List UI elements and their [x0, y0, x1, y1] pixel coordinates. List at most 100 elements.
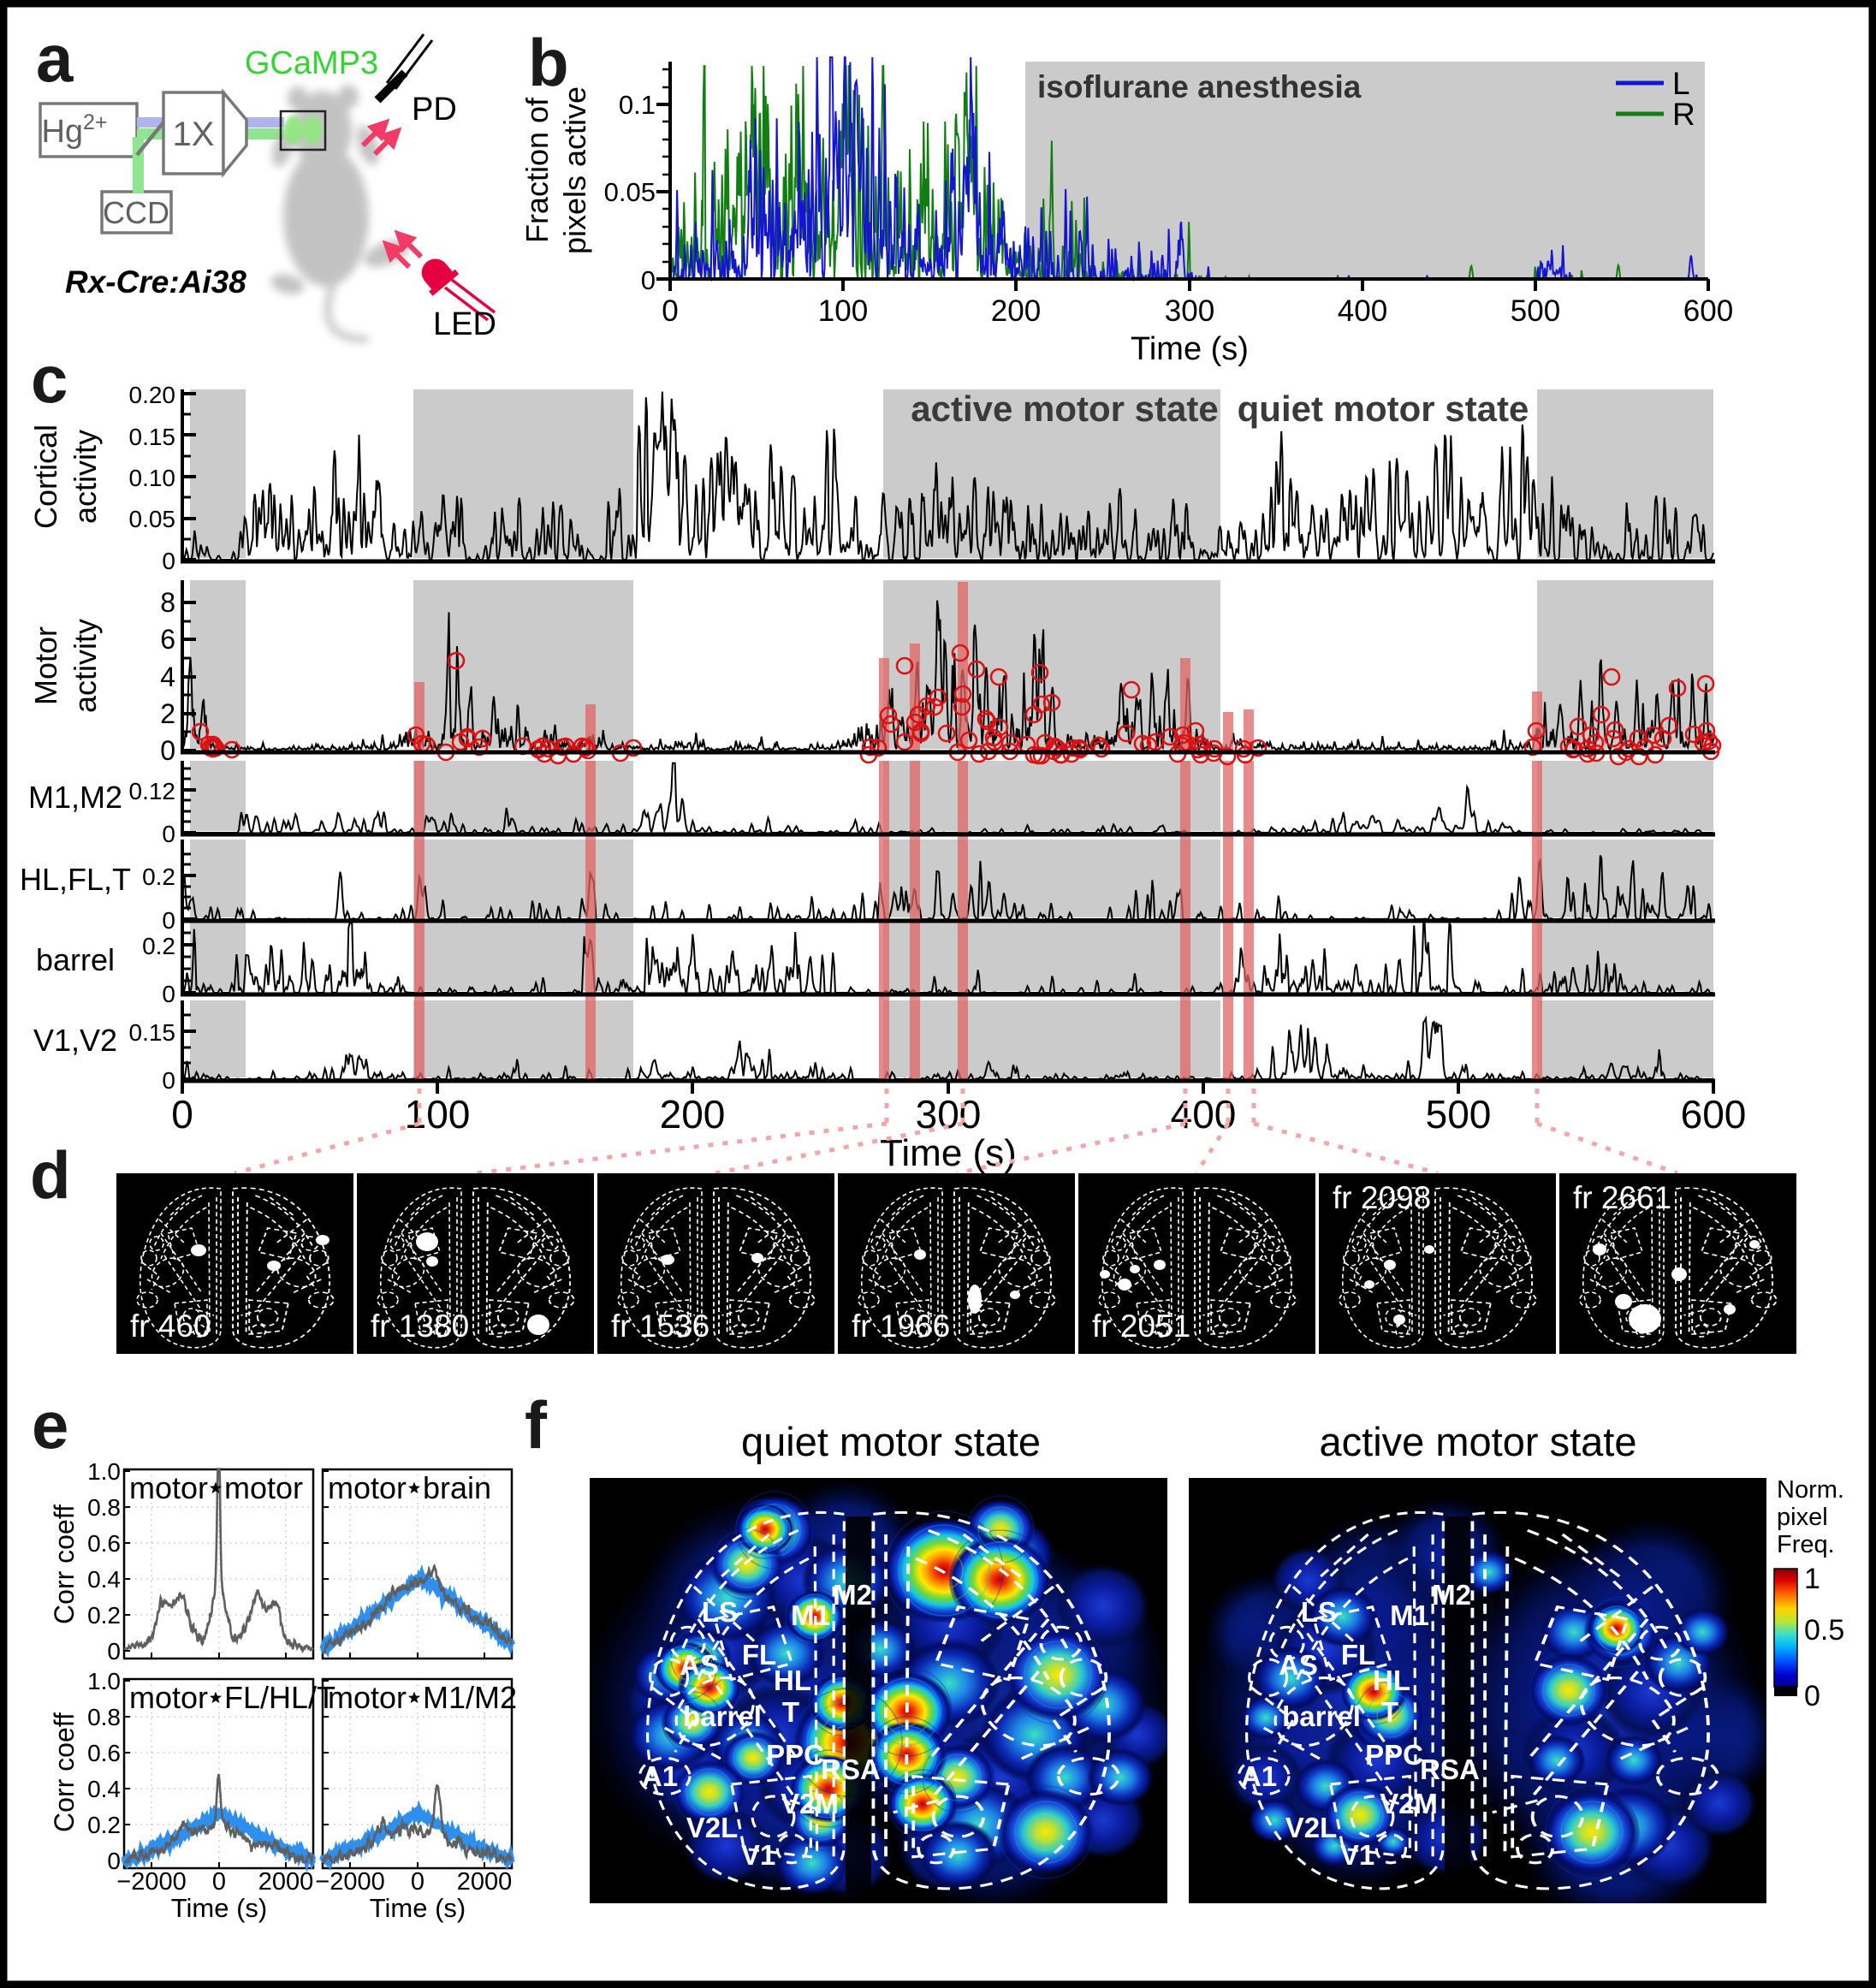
- svg-text:1.0: 1.0: [87, 1668, 121, 1694]
- svg-text:0.6: 0.6: [87, 1740, 121, 1766]
- svg-text:8: 8: [160, 587, 175, 618]
- svg-text:Motor: Motor: [28, 626, 63, 705]
- svg-text:quiet motor state: quiet motor state: [1238, 389, 1529, 429]
- svg-text:active motor state: active motor state: [911, 389, 1218, 429]
- svg-text:0: 0: [162, 548, 175, 574]
- svg-text:motor: motor: [129, 1680, 208, 1715]
- svg-text:0.20: 0.20: [129, 382, 176, 408]
- svg-text:AS: AS: [680, 1649, 719, 1681]
- svg-text:0.6: 0.6: [87, 1530, 121, 1557]
- svg-text:d: d: [30, 1137, 71, 1213]
- svg-text:HL: HL: [1373, 1665, 1410, 1696]
- svg-text:0: 0: [662, 294, 678, 328]
- svg-text:0: 0: [1804, 1680, 1820, 1712]
- svg-text:PPC: PPC: [766, 1739, 824, 1771]
- svg-text:−2000: −2000: [116, 1868, 186, 1896]
- svg-text:brain: brain: [423, 1470, 491, 1505]
- svg-text:HL: HL: [774, 1665, 811, 1696]
- svg-text:f: f: [525, 1387, 548, 1463]
- svg-text:RSA: RSA: [821, 1754, 881, 1785]
- svg-text:500: 500: [1511, 294, 1560, 328]
- svg-text:isoflurane anesthesia: isoflurane anesthesia: [1037, 69, 1362, 104]
- svg-text:RSA: RSA: [1420, 1754, 1480, 1785]
- svg-text:300: 300: [916, 1092, 982, 1136]
- svg-text:motor: motor: [328, 1680, 407, 1715]
- svg-text:0.12: 0.12: [129, 778, 176, 804]
- svg-text:0.4: 0.4: [87, 1776, 121, 1802]
- svg-text:1X: 1X: [173, 116, 215, 153]
- svg-text:V1: V1: [741, 1839, 775, 1871]
- svg-text:Time (s): Time (s): [880, 1132, 1017, 1174]
- svg-text:FL: FL: [742, 1639, 776, 1671]
- svg-text:M2: M2: [833, 1579, 872, 1611]
- svg-text:Corr coeff: Corr coeff: [49, 1712, 80, 1832]
- svg-text:0: 0: [162, 821, 175, 847]
- svg-text:0: 0: [641, 265, 656, 295]
- svg-text:Fraction of: Fraction of: [519, 97, 555, 243]
- svg-text:AS: AS: [1279, 1649, 1318, 1681]
- svg-text:quiet motor state: quiet motor state: [741, 1419, 1041, 1464]
- svg-text:activity: activity: [68, 619, 103, 713]
- svg-text:0: 0: [162, 1067, 175, 1094]
- svg-text:400: 400: [1171, 1092, 1237, 1136]
- svg-text:0.10: 0.10: [129, 465, 176, 491]
- svg-text:0.2: 0.2: [142, 863, 175, 890]
- svg-text:Freq.: Freq.: [1777, 1531, 1835, 1558]
- svg-text:V2L: V2L: [686, 1812, 739, 1843]
- svg-text:HL,FL,T: HL,FL,T: [20, 862, 131, 897]
- svg-text:500: 500: [1426, 1092, 1492, 1136]
- svg-text:200: 200: [991, 294, 1041, 328]
- svg-text:active motor state: active motor state: [1320, 1419, 1637, 1464]
- svg-text:activity: activity: [68, 430, 103, 524]
- svg-text:0: 0: [107, 1848, 121, 1874]
- svg-text:0.2: 0.2: [87, 1812, 121, 1838]
- svg-text:M1: M1: [791, 1599, 830, 1631]
- svg-text:Time (s): Time (s): [1131, 331, 1249, 367]
- svg-text:0.5: 0.5: [1804, 1614, 1844, 1647]
- svg-text:600: 600: [1683, 294, 1733, 328]
- svg-text:LS: LS: [702, 1596, 738, 1628]
- svg-text:600: 600: [1681, 1092, 1747, 1136]
- svg-text:Rx-Cre:Ai38: Rx-Cre:Ai38: [65, 264, 246, 300]
- svg-text:0: 0: [162, 981, 175, 1007]
- svg-text:0.8: 0.8: [87, 1494, 121, 1521]
- svg-text:e: e: [32, 1387, 68, 1463]
- svg-text:fr 2661: fr 2661: [1573, 1180, 1671, 1215]
- svg-text:motor: motor: [224, 1470, 303, 1505]
- svg-text:pixel: pixel: [1777, 1504, 1828, 1531]
- svg-text:200: 200: [660, 1092, 726, 1136]
- svg-text:CCD: CCD: [103, 195, 169, 230]
- svg-text:V1: V1: [1340, 1839, 1374, 1871]
- svg-text:6: 6: [160, 624, 175, 655]
- svg-text:PPC: PPC: [1365, 1739, 1423, 1771]
- svg-text:fr 460: fr 460: [130, 1309, 211, 1344]
- svg-text:Corr coeff: Corr coeff: [49, 1504, 80, 1624]
- svg-text:Time (s): Time (s): [370, 1893, 466, 1923]
- svg-text:T: T: [782, 1696, 799, 1728]
- svg-text:0.15: 0.15: [129, 424, 176, 450]
- svg-text:0.4: 0.4: [87, 1566, 121, 1593]
- svg-text:Time (s): Time (s): [171, 1893, 268, 1923]
- svg-text:fr 1536: fr 1536: [611, 1309, 709, 1344]
- svg-text:c: c: [31, 341, 68, 417]
- svg-text:T: T: [1381, 1696, 1398, 1728]
- svg-text:0: 0: [162, 907, 175, 934]
- svg-text:fr 2051: fr 2051: [1092, 1309, 1190, 1344]
- svg-text:fr 2098: fr 2098: [1333, 1180, 1431, 1215]
- svg-text:FL/HL/T: FL/HL/T: [224, 1680, 335, 1715]
- svg-text:V2M: V2M: [781, 1788, 839, 1819]
- svg-text:Norm.: Norm.: [1777, 1476, 1844, 1504]
- svg-text:R: R: [1672, 97, 1695, 132]
- svg-text:0.1: 0.1: [619, 90, 656, 120]
- svg-text:V1,V2: V1,V2: [33, 1023, 117, 1058]
- svg-text:0.15: 0.15: [129, 1019, 176, 1046]
- svg-text:L: L: [1672, 66, 1690, 101]
- svg-text:400: 400: [1338, 294, 1387, 328]
- svg-text:100: 100: [818, 294, 868, 328]
- svg-text:−2000: −2000: [315, 1868, 384, 1896]
- svg-text:fr 1380: fr 1380: [371, 1309, 469, 1344]
- svg-text:0.2: 0.2: [142, 933, 175, 959]
- svg-text:barrel: barrel: [36, 942, 115, 977]
- svg-text:2000: 2000: [457, 1868, 513, 1896]
- svg-text:motor: motor: [129, 1470, 208, 1505]
